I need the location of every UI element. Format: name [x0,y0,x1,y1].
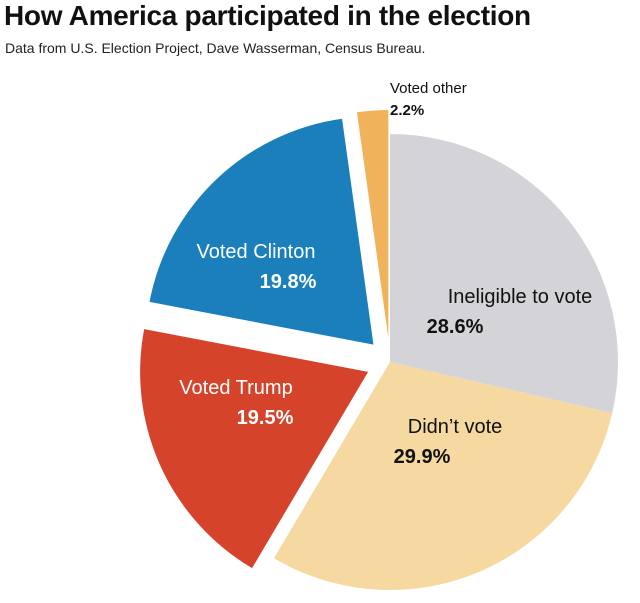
slice-value-voted-other: 2.2% [390,102,424,119]
pie-slice-ineligible-to-vote [390,134,619,414]
slice-value-ineligible-to-vote: 28.6% [427,316,484,338]
pie-slice-voted-other [356,110,389,339]
pie-slice-voted-trump [140,329,369,569]
slice-value-voted-clinton: 19.8% [260,271,317,293]
pie-slice-didn-t-vote [273,362,613,591]
slice-label-voted-other: Voted other [390,80,467,97]
slice-label-didn-t-vote: Didn’t vote [408,416,503,438]
slice-value-voted-trump: 19.5% [237,407,294,429]
chart-subtitle: Data from U.S. Election Project, Dave Wa… [5,40,426,56]
slice-value-didn-t-vote: 29.9% [394,446,451,468]
slice-label-voted-trump: Voted Trump [179,377,292,399]
slice-label-voted-clinton: Voted Clinton [197,241,316,263]
chart-title: How America participated in the election [4,0,531,31]
slice-label-ineligible-to-vote: Ineligible to vote [448,286,593,308]
pie-slice-voted-clinton [149,118,374,345]
